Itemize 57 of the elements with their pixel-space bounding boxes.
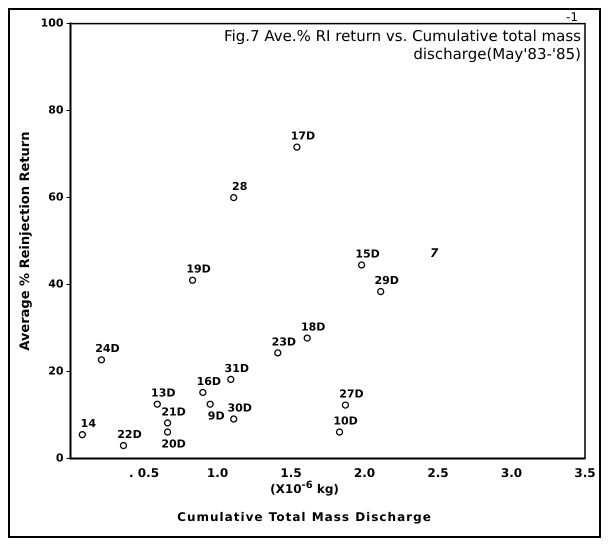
x-tick-label: . 0.5 <box>129 466 160 480</box>
point <box>188 276 196 284</box>
point <box>78 431 86 438</box>
y-tick-label: 60 <box>48 190 64 204</box>
point <box>230 415 238 423</box>
annotation: 14 <box>80 417 96 430</box>
annotation: 31D <box>224 362 249 375</box>
x-tick-label: 2.5 <box>427 466 449 480</box>
annotation: 23D <box>272 335 296 348</box>
point <box>336 428 344 436</box>
point <box>164 428 172 436</box>
annotation: 22D <box>117 428 142 441</box>
annotation: -1 <box>566 10 578 24</box>
y-tick-label: 80 <box>48 103 64 116</box>
x-tick-label: 1.5 <box>280 466 302 480</box>
annotation: 18D <box>300 320 326 334</box>
annotation: 27D <box>339 387 364 400</box>
y-tick-label: 20 <box>48 364 64 378</box>
annotation: 19D <box>186 262 211 276</box>
annotation: 20D <box>161 437 186 450</box>
annotation: 7 <box>430 246 438 260</box>
x-axis-title: Cumulative Total Mass Discharge <box>176 510 433 524</box>
y-tick-label: 0 <box>56 451 64 464</box>
annotation: 29D <box>374 274 399 287</box>
annotation: 30D <box>227 401 252 414</box>
point <box>164 419 172 427</box>
point <box>206 400 214 408</box>
y-axis-title: Average % Reinjection Return <box>18 132 34 351</box>
x-tick-label: 3.0 <box>500 466 522 480</box>
y-tick-label: 40 <box>48 277 64 290</box>
text: Fig.7 Ave.% RI return vs. Cumulative total mass discharge(May'83-'85) <box>224 26 582 63</box>
annotation: 10D <box>333 414 358 428</box>
point <box>199 388 206 396</box>
text: (X10$^{-6}$ kg) <box>269 480 340 496</box>
annotation: 17D <box>290 130 316 142</box>
annotation: 28 <box>232 180 248 193</box>
point <box>377 288 384 296</box>
annotation: 15D <box>355 247 380 260</box>
annotation: 13D <box>151 386 176 400</box>
annotation: 21D <box>161 405 186 418</box>
annotation: 24D <box>95 342 120 356</box>
annotation: 9D <box>208 410 225 423</box>
x-tick-label: 1.0 <box>206 466 228 480</box>
y-tick-label: 100 <box>40 16 64 30</box>
point <box>274 349 282 357</box>
point <box>342 401 350 409</box>
point <box>293 143 301 151</box>
x-tick-label: 2.0 <box>354 466 376 480</box>
point <box>304 334 311 342</box>
point <box>98 356 106 364</box>
annotation: 16D <box>196 374 222 388</box>
point <box>358 261 366 269</box>
point <box>230 194 238 202</box>
point <box>154 400 161 408</box>
x-tick-label: 3.5 <box>574 466 596 480</box>
point <box>120 442 128 450</box>
point <box>227 376 234 384</box>
